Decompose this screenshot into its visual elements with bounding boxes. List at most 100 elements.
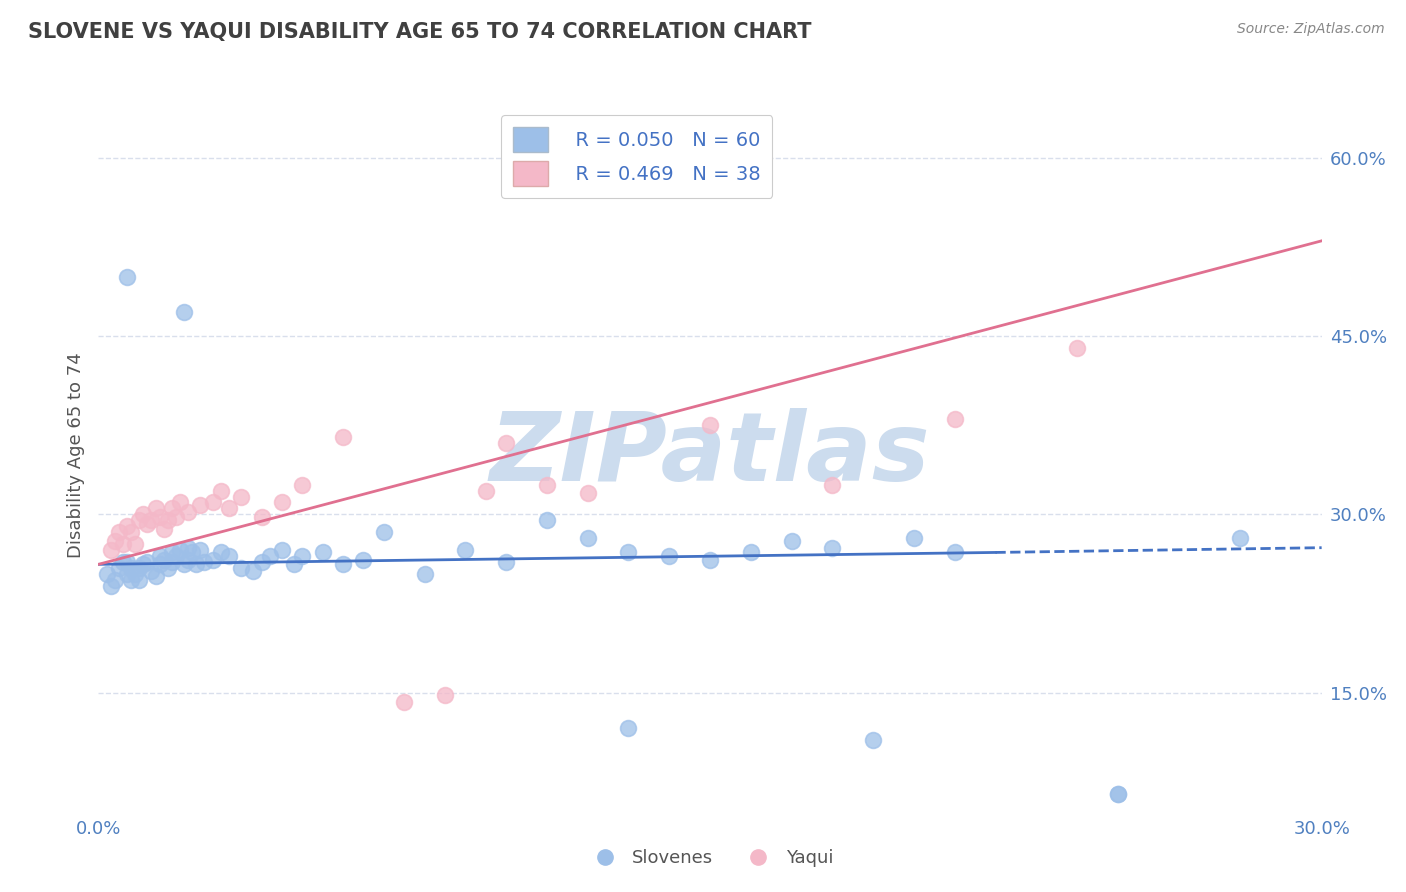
Point	[108, 525, 131, 540]
Point	[177, 505, 200, 519]
Point	[1066, 341, 1088, 355]
Point	[177, 552, 200, 566]
Point	[373, 525, 395, 540]
Point	[115, 566, 138, 581]
Point	[392, 695, 416, 709]
Point	[149, 509, 172, 524]
Point	[128, 561, 150, 575]
Point	[434, 688, 457, 702]
Point	[291, 477, 314, 491]
Point	[740, 545, 762, 559]
Point	[332, 430, 354, 444]
Point	[193, 555, 215, 569]
Point	[495, 555, 517, 569]
Point	[270, 495, 294, 509]
Point	[132, 558, 155, 572]
Point	[699, 418, 721, 433]
Point	[291, 549, 314, 563]
Point	[149, 558, 172, 572]
Point	[173, 305, 195, 319]
Point	[160, 501, 183, 516]
Point	[120, 525, 142, 540]
Point	[115, 519, 138, 533]
Point	[165, 549, 187, 563]
Point	[209, 545, 232, 559]
Point	[658, 549, 681, 563]
Point	[169, 543, 191, 558]
Point	[231, 490, 253, 504]
Point	[100, 543, 122, 558]
Point	[250, 555, 273, 569]
Point	[231, 561, 253, 575]
Point	[242, 565, 264, 579]
Point	[115, 555, 138, 569]
Point	[136, 516, 159, 531]
Point	[943, 545, 966, 559]
Point	[177, 541, 200, 555]
Point	[188, 498, 212, 512]
Point	[209, 483, 232, 498]
Point	[943, 412, 966, 426]
Point	[141, 513, 163, 527]
Point	[903, 531, 925, 545]
Point	[332, 558, 354, 572]
Text: Source: ZipAtlas.com: Source: ZipAtlas.com	[1237, 22, 1385, 37]
Point	[169, 495, 191, 509]
Point	[201, 495, 224, 509]
Point	[536, 477, 558, 491]
Point	[312, 545, 335, 559]
Point	[124, 566, 146, 581]
Point	[156, 513, 179, 527]
Text: ZIPatlas: ZIPatlas	[489, 409, 931, 501]
Point	[160, 555, 183, 569]
Point	[617, 545, 640, 559]
Point	[474, 483, 498, 498]
Point	[160, 545, 183, 559]
Point	[100, 579, 122, 593]
Point	[576, 531, 599, 545]
Point	[270, 543, 294, 558]
Point	[821, 477, 844, 491]
Point	[1107, 787, 1129, 801]
Point	[862, 733, 884, 747]
Point	[780, 533, 803, 548]
Point	[576, 486, 599, 500]
Point	[108, 561, 131, 575]
Point	[454, 543, 477, 558]
Point	[128, 513, 150, 527]
Point	[111, 555, 134, 569]
Point	[218, 501, 240, 516]
Point	[96, 566, 118, 581]
Point	[149, 549, 172, 563]
Y-axis label: Disability Age 65 to 74: Disability Age 65 to 74	[66, 352, 84, 558]
Point	[115, 269, 138, 284]
Point	[104, 573, 127, 587]
Point	[186, 558, 208, 572]
Point	[259, 549, 281, 563]
Point	[413, 566, 436, 581]
Point	[201, 552, 224, 566]
Point	[495, 436, 517, 450]
Point	[218, 549, 240, 563]
Point	[173, 558, 195, 572]
Point	[136, 555, 159, 569]
Point	[181, 545, 204, 559]
Point	[120, 573, 142, 587]
Point	[165, 509, 187, 524]
Point	[145, 501, 167, 516]
Text: SLOVENE VS YAQUI DISABILITY AGE 65 TO 74 CORRELATION CHART: SLOVENE VS YAQUI DISABILITY AGE 65 TO 74…	[28, 22, 811, 42]
Point	[188, 543, 212, 558]
Legend: Slovenes, Yaqui: Slovenes, Yaqui	[579, 842, 841, 874]
Point	[536, 513, 558, 527]
Point	[699, 552, 721, 566]
Point	[120, 561, 142, 575]
Point	[111, 537, 134, 551]
Point	[250, 509, 273, 524]
Point	[124, 537, 146, 551]
Point	[132, 508, 155, 522]
Point	[104, 533, 127, 548]
Point	[141, 565, 163, 579]
Point	[1229, 531, 1251, 545]
Point	[156, 561, 179, 575]
Point	[128, 573, 150, 587]
